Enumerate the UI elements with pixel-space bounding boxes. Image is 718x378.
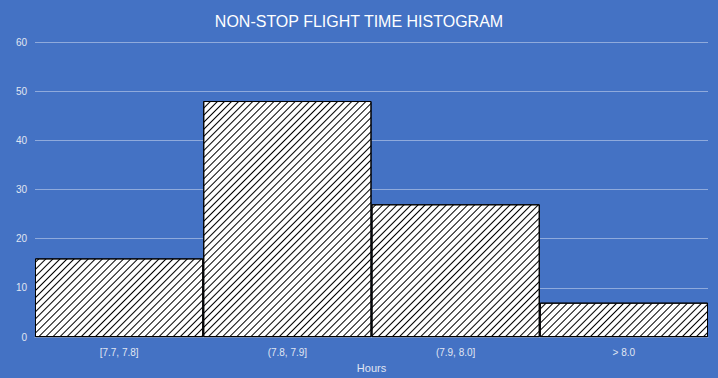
svg-text:[7.7, 7.8]: [7.7, 7.8]	[100, 347, 139, 358]
svg-text:20: 20	[16, 233, 28, 244]
svg-text:50: 50	[16, 86, 28, 97]
svg-text:Hours: Hours	[357, 362, 387, 374]
svg-text:40: 40	[16, 135, 28, 146]
svg-text:(7.8, 7.9]: (7.8, 7.9]	[268, 347, 308, 358]
svg-text:NON-STOP FLIGHT TIME HISTOGRAM: NON-STOP FLIGHT TIME HISTOGRAM	[215, 13, 503, 30]
svg-text:10: 10	[16, 282, 28, 293]
svg-text:0: 0	[21, 332, 27, 343]
svg-text:60: 60	[16, 37, 28, 48]
svg-text:(7.9, 8.0]: (7.9, 8.0]	[436, 347, 476, 358]
svg-text:30: 30	[16, 184, 28, 195]
svg-text:> 8.0: > 8.0	[613, 347, 636, 358]
